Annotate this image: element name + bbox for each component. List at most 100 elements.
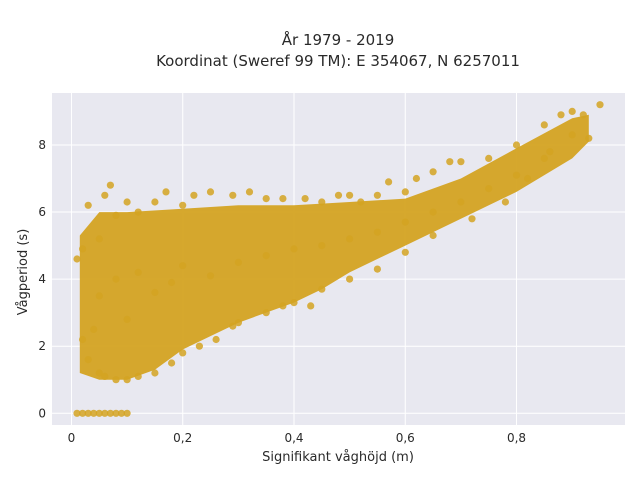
data-point [117,409,126,417]
data-point [168,278,176,287]
data-point [301,195,309,203]
data-point [106,409,114,417]
chart-subtitle: Koordinat (Sweref 99 TM): E 354067, N 62… [156,52,520,70]
data-point [101,409,109,417]
data-point [73,409,81,417]
data-point [179,262,187,270]
data-point [112,409,120,417]
data-point [279,302,287,310]
data-point [168,359,176,367]
data-point [290,299,298,307]
data-point [95,369,103,377]
chart-title: År 1979 - 2019 [282,30,395,49]
data-point [112,275,120,283]
data-point [318,285,326,293]
point-cloud [79,114,589,380]
data-point [557,111,565,119]
data-point [457,158,465,166]
data-point [123,315,131,323]
data-point [190,191,198,199]
data-point [162,188,170,196]
data-point [79,409,87,417]
y-tick-label: 2 [38,339,46,353]
data-point [179,349,187,357]
data-point [357,198,365,206]
data-point [429,168,437,176]
data-point [123,376,131,384]
data-point [262,309,270,317]
data-point [123,409,131,417]
data-point [134,372,142,380]
data-point [401,188,409,196]
data-points [73,101,604,417]
data-point [84,201,92,209]
data-point [346,191,354,199]
data-point [212,335,220,344]
x-tick-label: 0,4 [284,431,303,445]
data-point [290,245,298,253]
data-point [206,272,215,280]
data-point [346,275,354,283]
y-axis-label: Vågperiod (s) [16,229,31,316]
data-point [90,409,98,417]
data-point [429,231,437,240]
data-point [373,191,381,199]
data-point [79,245,87,253]
data-point [485,185,493,193]
y-tick-label: 8 [38,138,46,152]
data-point [579,111,587,119]
data-point [501,198,509,206]
y-tick-label: 0 [38,406,46,420]
data-point [262,252,270,260]
data-point [540,154,548,162]
data-point [468,215,476,223]
x-tick-label: 0 [68,431,76,445]
data-point [546,148,554,156]
data-point [446,158,454,166]
data-point [373,265,381,273]
data-point [540,121,548,129]
data-point [334,191,343,199]
data-point [234,319,242,327]
data-point [229,322,237,330]
data-point [95,235,103,243]
data-point [429,208,437,216]
data-point [412,174,420,183]
data-point [401,248,409,256]
data-point [101,191,109,199]
x-axis-ticks: 0 0,2 0,4 0,6 0,8 [68,431,526,445]
x-tick-label: 0,8 [507,431,526,445]
data-point [262,195,270,203]
data-point [79,335,87,344]
y-axis-ticks: 0 2 4 6 8 [38,138,46,420]
data-point [134,268,142,276]
data-point [195,342,203,350]
data-point [151,369,159,377]
data-point [95,292,103,300]
data-point [206,188,215,196]
data-point [95,409,103,417]
data-point [512,171,521,179]
data-point [512,141,521,149]
data-point [112,211,120,219]
data-point [346,235,354,243]
data-point [112,376,120,384]
data-point [234,258,242,266]
y-tick-label: 4 [38,272,46,286]
data-point [524,174,532,183]
x-tick-label: 0,2 [173,431,192,445]
data-point [134,208,142,216]
y-tick-label: 6 [38,205,46,219]
data-point [245,188,254,196]
data-point [73,255,81,263]
data-point [84,409,92,417]
data-point [84,356,92,364]
x-tick-label: 0,6 [396,431,415,445]
data-point [318,198,326,206]
data-point [307,302,315,310]
data-point [279,195,287,203]
data-point [123,198,131,206]
data-point [568,131,576,139]
data-point [179,201,187,209]
data-point [373,228,381,236]
